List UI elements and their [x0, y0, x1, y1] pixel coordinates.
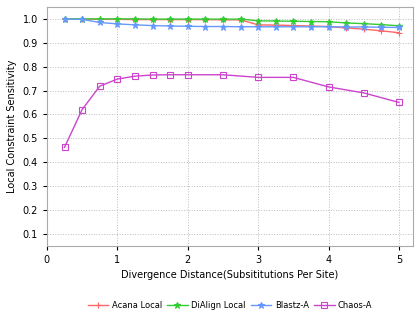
Blastz-A — [150, 24, 155, 27]
Acana Local — [203, 18, 208, 21]
Chaos-A — [326, 85, 331, 89]
Legend: Acana Local, DiAlign Local, Blastz-A, Chaos-A: Acana Local, DiAlign Local, Blastz-A, Ch… — [84, 298, 376, 313]
Blastz-A — [79, 17, 84, 21]
Blastz-A — [256, 25, 261, 29]
Acana Local — [379, 29, 384, 33]
DiAlign Local — [132, 17, 137, 21]
Blastz-A — [291, 25, 296, 29]
Acana Local — [185, 18, 190, 21]
DiAlign Local — [115, 17, 120, 21]
Chaos-A — [150, 73, 155, 77]
Blastz-A — [132, 23, 137, 27]
Blastz-A — [308, 25, 313, 29]
Line: Acana Local: Acana Local — [61, 15, 402, 36]
Chaos-A — [168, 73, 173, 77]
Blastz-A — [238, 25, 243, 29]
Chaos-A — [185, 73, 190, 77]
DiAlign Local — [62, 17, 67, 21]
DiAlign Local — [326, 20, 331, 24]
Blastz-A — [361, 25, 366, 29]
Chaos-A — [396, 100, 402, 104]
DiAlign Local — [168, 17, 173, 21]
Chaos-A — [79, 108, 84, 112]
Acana Local — [132, 18, 137, 21]
Blastz-A — [326, 25, 331, 29]
Blastz-A — [168, 24, 173, 28]
Line: Blastz-A: Blastz-A — [61, 15, 402, 31]
Acana Local — [396, 31, 402, 35]
Blastz-A — [185, 24, 190, 28]
Acana Local — [220, 18, 226, 22]
Chaos-A — [97, 84, 102, 88]
Acana Local — [308, 24, 313, 28]
Acana Local — [79, 17, 84, 21]
Chaos-A — [220, 73, 226, 77]
DiAlign Local — [79, 17, 84, 21]
X-axis label: Divergence Distance(Subsititutions Per Site): Divergence Distance(Subsititutions Per S… — [121, 270, 339, 280]
DiAlign Local — [308, 20, 313, 23]
DiAlign Local — [396, 24, 402, 28]
Chaos-A — [361, 91, 366, 95]
Acana Local — [256, 23, 261, 27]
Line: Chaos-A: Chaos-A — [62, 72, 402, 150]
DiAlign Local — [220, 17, 226, 21]
Chaos-A — [256, 76, 261, 79]
Acana Local — [273, 23, 278, 27]
DiAlign Local — [273, 19, 278, 23]
Acana Local — [62, 17, 67, 21]
Acana Local — [238, 18, 243, 22]
Chaos-A — [62, 146, 67, 149]
DiAlign Local — [97, 17, 102, 21]
Acana Local — [326, 25, 331, 28]
Y-axis label: Local Constraint Sensitivity: Local Constraint Sensitivity — [7, 60, 17, 193]
Blastz-A — [379, 25, 384, 29]
Acana Local — [291, 24, 296, 27]
Line: DiAlign Local: DiAlign Local — [61, 15, 402, 29]
Blastz-A — [203, 25, 208, 28]
DiAlign Local — [379, 23, 384, 26]
Blastz-A — [97, 20, 102, 24]
DiAlign Local — [150, 17, 155, 21]
Blastz-A — [220, 25, 226, 28]
Chaos-A — [115, 77, 120, 81]
Acana Local — [115, 17, 120, 21]
DiAlign Local — [256, 19, 261, 23]
DiAlign Local — [361, 22, 366, 26]
Chaos-A — [291, 76, 296, 79]
Acana Local — [150, 18, 155, 21]
DiAlign Local — [203, 17, 208, 21]
Acana Local — [97, 17, 102, 21]
Acana Local — [361, 27, 366, 31]
Blastz-A — [62, 17, 67, 21]
DiAlign Local — [291, 20, 296, 23]
Blastz-A — [115, 22, 120, 26]
Blastz-A — [273, 25, 278, 29]
Acana Local — [168, 18, 173, 21]
Blastz-A — [344, 25, 349, 29]
DiAlign Local — [238, 17, 243, 21]
Chaos-A — [132, 74, 137, 78]
Blastz-A — [396, 26, 402, 29]
Acana Local — [344, 26, 349, 30]
DiAlign Local — [185, 17, 190, 21]
DiAlign Local — [344, 21, 349, 25]
